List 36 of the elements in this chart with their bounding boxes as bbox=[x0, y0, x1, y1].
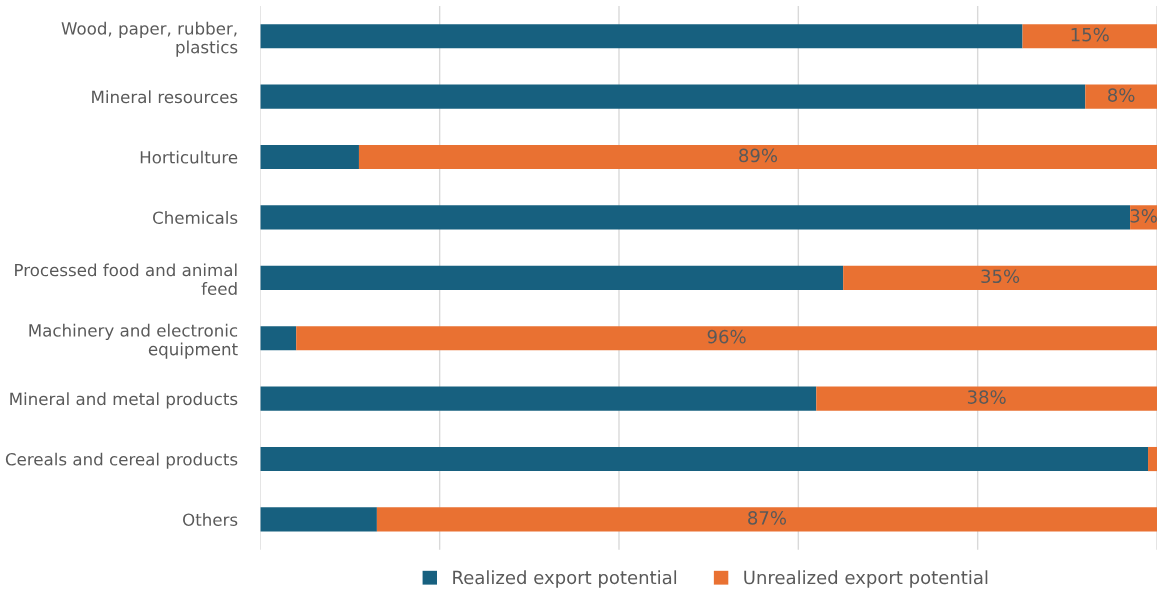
y-tick-label: Others bbox=[183, 513, 238, 527]
data-label: 89% bbox=[739, 148, 778, 163]
bar bbox=[260, 24, 1023, 49]
y-tick-label: Horticulture bbox=[140, 150, 238, 164]
bar bbox=[376, 507, 1157, 532]
bar bbox=[260, 84, 1086, 109]
data-label: 96% bbox=[707, 329, 746, 344]
data-label: 3% bbox=[1130, 209, 1157, 223]
bar bbox=[260, 507, 377, 532]
legend-label: Unrealized export potential bbox=[744, 570, 988, 588]
bar bbox=[260, 205, 1131, 230]
legend-label: Realized export potential bbox=[453, 570, 677, 588]
bar bbox=[260, 265, 844, 290]
data-label: 35% bbox=[981, 269, 1020, 284]
bar bbox=[260, 144, 359, 170]
bar bbox=[260, 446, 1149, 472]
y-tick-label: Processed food and animal feed bbox=[15, 263, 237, 296]
y-tick-label: Wood, paper, rubber, plastics bbox=[61, 21, 238, 57]
y-tick-label: Cereals and cereal products bbox=[5, 452, 238, 469]
y-tick-label: Chemicals bbox=[153, 211, 238, 225]
y-tick-label: Mineral and metal products bbox=[10, 392, 238, 409]
data-label: 8% bbox=[1108, 88, 1135, 102]
data-label: 38% bbox=[967, 390, 1006, 404]
bar bbox=[260, 326, 297, 351]
y-tick-label: Machinery and electronic equipment bbox=[29, 323, 238, 359]
data-label: 15% bbox=[1071, 27, 1109, 42]
bar bbox=[1148, 446, 1157, 472]
bar bbox=[843, 265, 1157, 290]
y-tick-label: Mineral resources bbox=[92, 90, 238, 104]
bar bbox=[358, 144, 1157, 170]
bar bbox=[816, 386, 1157, 411]
data-label: 87% bbox=[748, 511, 787, 525]
bar bbox=[296, 326, 1157, 351]
bar bbox=[1022, 24, 1157, 49]
bar bbox=[260, 386, 817, 411]
bar bbox=[1085, 84, 1157, 109]
